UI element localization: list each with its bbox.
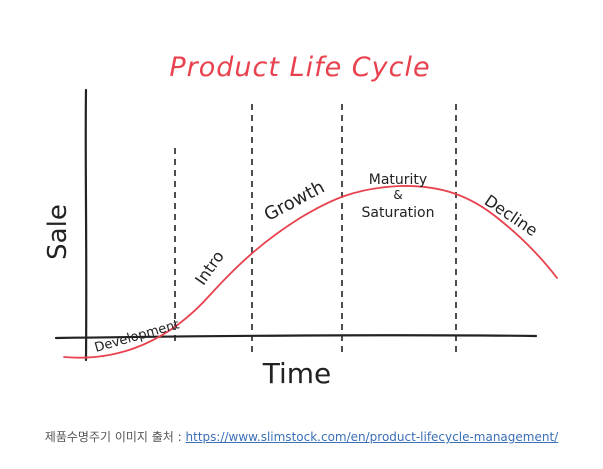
caption-prefix: 제품수명주기 이미지 출처 : [44,430,186,444]
image-source-caption: 제품수명주기 이미지 출처 : https://www.slimstock.co… [0,428,603,445]
y-axis-line [84,88,88,362]
x-axis-label: Time [262,357,332,390]
stage-label-decline: Decline [481,191,541,240]
stage-label-maturity: Maturity [369,172,427,188]
stage-label-ampersand: & [393,188,402,202]
source-link[interactable]: https://www.slimstock.com/en/product-lif… [185,430,559,444]
stage-label-saturation: Saturation [362,205,435,221]
diagram-title: Product Life Cycle [169,52,430,83]
product-life-cycle-diagram: Product Life Cycle Sale Time Development… [43,52,558,390]
y-axis-label: Sale [43,204,73,260]
x-axis-line [54,334,538,340]
stage-label-growth: Growth [261,177,328,226]
life-cycle-curve [63,185,558,359]
